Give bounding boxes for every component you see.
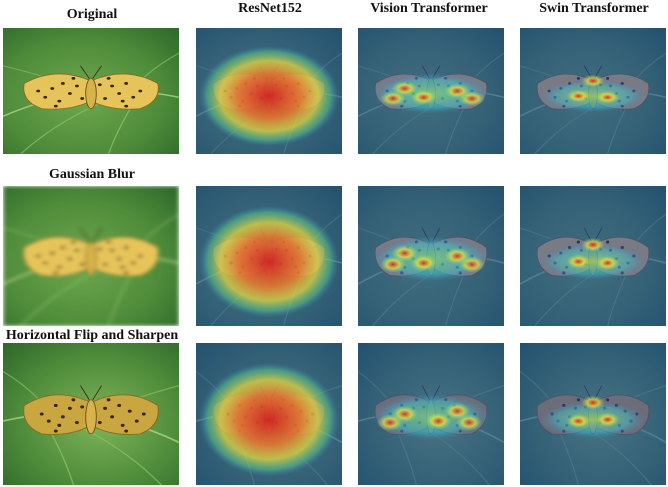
- moth-on-leaf-photo: [3, 186, 179, 326]
- row-label-horizontal-flip-sharpen: Horizontal Flip and Sharpen: [5, 328, 179, 343]
- attention-heatmap: [520, 186, 666, 326]
- row-label-gaussian-blur: Gaussian Blur: [49, 167, 135, 182]
- tile-r2-c0-photo: [3, 343, 179, 485]
- attention-heatmap: [520, 28, 666, 154]
- column-label-resnet152: ResNet152: [238, 1, 302, 16]
- tile-r1-c2-heatmap-vit: [358, 186, 504, 326]
- tile-r1-c0-photo: [3, 186, 179, 326]
- tile-r0-c3-heatmap-swin: [520, 28, 666, 154]
- attention-heatmap: [520, 343, 666, 485]
- attention-heatmap: [358, 343, 504, 485]
- tile-r2-c2-heatmap-vit: [358, 343, 504, 485]
- attention-heatmap: [358, 186, 504, 326]
- tile-r0-c0-photo: [3, 28, 179, 154]
- tile-r1-c3-heatmap-swin: [520, 186, 666, 326]
- attention-heatmap: [196, 28, 342, 154]
- tile-r0-c2-heatmap-vit: [358, 28, 504, 154]
- attention-heatmap: [358, 28, 504, 154]
- attention-heatmap: [196, 343, 342, 485]
- moth-on-leaf-photo: [3, 28, 179, 154]
- tile-r2-c3-heatmap-swin: [520, 343, 666, 485]
- tile-r1-c1-heatmap-resnet: [196, 186, 342, 326]
- attention-heatmap: [196, 186, 342, 326]
- column-label-vision-transformer: Vision Transformer: [370, 1, 488, 16]
- column-label-swin-transformer: Swin Transformer: [539, 1, 649, 16]
- row-label-original: Original: [66, 7, 118, 22]
- tile-r0-c1-heatmap-resnet: [196, 28, 342, 154]
- tile-r2-c1-heatmap-resnet: [196, 343, 342, 485]
- moth-on-leaf-photo: [3, 343, 179, 485]
